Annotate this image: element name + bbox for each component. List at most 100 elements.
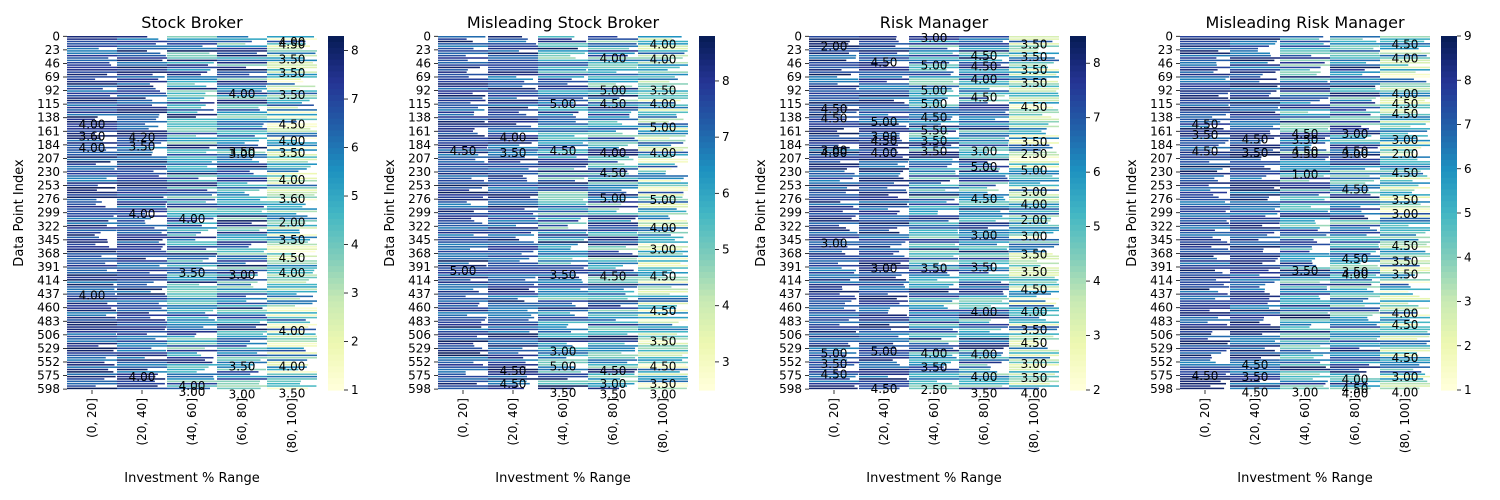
heatmap-cell <box>438 250 488 253</box>
heatmap-cell <box>809 234 859 236</box>
heatmap-cell <box>1009 144 1050 147</box>
heatmap-cell <box>167 378 215 380</box>
heatmap-cell <box>488 215 538 217</box>
colorbar-segment <box>328 331 344 338</box>
heatmap-cell <box>859 191 908 194</box>
heatmap-cell <box>488 201 538 203</box>
heatmap-cell <box>117 349 167 352</box>
heatmap-cell <box>1280 184 1330 187</box>
heatmap-cell <box>488 184 538 187</box>
heatmap-cell <box>1380 76 1430 78</box>
heatmap-cell <box>588 50 638 52</box>
heatmap-cell <box>538 260 588 262</box>
heatmap-cell <box>588 102 638 104</box>
heatmap-cell <box>809 179 840 182</box>
heatmap-cell <box>959 359 1009 361</box>
heatmap-cell <box>117 227 155 229</box>
cell-annotation: 3.00 <box>971 228 998 242</box>
heatmap-cell <box>959 130 1009 132</box>
heatmap-cell <box>117 382 165 385</box>
colorbar-segment <box>328 130 344 137</box>
heatmap-cell <box>267 380 301 383</box>
heatmap-cell <box>909 281 959 283</box>
heatmap-cell <box>859 288 909 291</box>
y-tick-label: 115 <box>779 97 802 111</box>
colorbar-segment <box>699 342 715 350</box>
heatmap-cell <box>859 213 898 215</box>
heatmap-cell <box>538 146 575 149</box>
heatmap-cell <box>67 92 117 95</box>
heatmap-cell <box>1330 326 1380 328</box>
colorbar-segment <box>328 89 344 96</box>
heatmap-cell <box>1230 208 1275 210</box>
heatmap-cell <box>859 253 894 255</box>
heatmap-cell <box>1380 281 1430 283</box>
heatmap-cell <box>488 137 538 140</box>
heatmap-cell <box>117 293 166 295</box>
heatmap-cell <box>1009 43 1059 45</box>
heatmap-cell <box>1380 102 1430 104</box>
heatmap-cell <box>117 57 167 59</box>
heatmap-cell <box>488 234 535 236</box>
cell-annotation: 3.50 <box>279 88 306 102</box>
heatmap-cell <box>217 163 267 165</box>
heatmap-cell <box>909 338 942 340</box>
heatmap-cell <box>267 50 317 52</box>
heatmap-cell <box>1180 205 1230 208</box>
colorbar-segment <box>1441 266 1457 273</box>
heatmap-cell <box>1230 179 1280 182</box>
heatmap-cell <box>1280 253 1330 255</box>
heatmap-cell <box>1330 380 1380 383</box>
heatmap-cell <box>1230 97 1280 99</box>
heatmap-cell <box>217 95 267 97</box>
heatmap-cell <box>438 113 474 116</box>
heatmap-cell <box>859 104 909 106</box>
heatmap-cell <box>1180 43 1230 45</box>
heatmap-cell <box>1330 272 1380 274</box>
heatmap-cell <box>217 307 263 309</box>
heatmap-cell <box>959 248 1007 250</box>
heatmap-cell <box>1009 50 1038 52</box>
colorbar-segment <box>1070 213 1086 220</box>
heatmap-cell <box>959 179 1009 182</box>
heatmap-cell <box>1330 338 1377 340</box>
heatmap-cell <box>1380 187 1430 189</box>
colorbar-segment <box>328 71 344 78</box>
heatmap-cell <box>1330 123 1380 125</box>
heatmap-cell <box>267 36 315 38</box>
heatmap-cell <box>488 144 520 147</box>
heatmap-cell <box>488 118 538 121</box>
heatmap-cell <box>909 286 949 288</box>
heatmap-cell <box>267 224 317 227</box>
heatmap-cell <box>117 236 167 239</box>
heatmap-cell <box>809 371 859 373</box>
cell-annotation: 4.00 <box>1342 372 1369 386</box>
heatmap-cell <box>488 293 538 295</box>
heatmap-cell <box>1280 205 1311 208</box>
cell-annotation: 4.50 <box>279 118 306 132</box>
heatmap-cell <box>1280 238 1314 241</box>
heatmap-cell <box>217 177 267 180</box>
cell-annotation: 3.00 <box>1392 370 1419 384</box>
heatmap-cell <box>217 102 267 104</box>
heatmap-cell <box>267 305 295 307</box>
heatmap-cell <box>167 165 208 168</box>
heatmap-cell <box>588 371 635 373</box>
heatmap-cell <box>1280 172 1330 175</box>
heatmap-cell <box>959 269 1009 272</box>
heatmap-cell <box>438 323 488 326</box>
heatmap-cell <box>267 319 306 321</box>
heatmap-cell <box>117 208 167 210</box>
heatmap-cell <box>488 182 538 184</box>
heatmap-cell <box>267 102 302 104</box>
heatmap-cell <box>959 385 1003 387</box>
colorbar-segment <box>699 118 715 126</box>
heatmap-cell <box>1280 321 1330 324</box>
heatmap-cell <box>638 243 667 246</box>
heatmap-cell <box>588 123 623 125</box>
heatmap-cell <box>1330 40 1377 43</box>
heatmap-cell <box>67 99 117 102</box>
heatmap-cell <box>538 61 588 64</box>
heatmap-cell <box>117 215 167 217</box>
heatmap-cell <box>859 262 901 265</box>
